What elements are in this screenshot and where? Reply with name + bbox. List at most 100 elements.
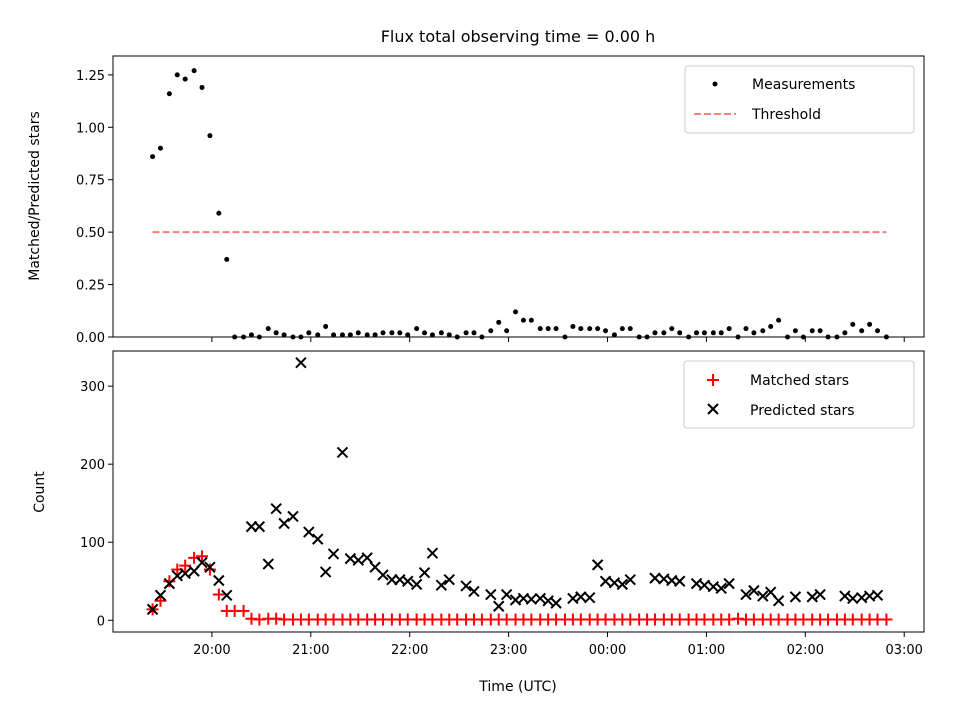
legend-marker-predicted	[707, 403, 719, 415]
predicted-stars-point	[327, 548, 340, 560]
x-tick-label: 03:00	[885, 643, 922, 658]
chart-title: Flux total observing time = 0.00 h	[381, 27, 656, 46]
top-panel: Flux total observing time = 0.00 h Match…	[27, 27, 925, 346]
predicted-stars-point	[871, 589, 884, 602]
predicted-stars-point	[287, 510, 299, 523]
predicted-stars-point	[814, 588, 826, 601]
top-y-axis: 0.00 0.25 0.50 0.75 1.00 1.25	[76, 69, 113, 346]
predicted-stars-point	[204, 561, 216, 573]
measurements-point	[537, 326, 543, 332]
top-legend-box	[684, 65, 915, 134]
matched-stars-point	[880, 613, 893, 626]
top-y-tick-label: 0.75	[76, 174, 105, 189]
measurements-point	[446, 332, 452, 338]
measurements-point	[570, 324, 576, 330]
measurements-point	[438, 330, 444, 336]
measurements-point	[513, 309, 519, 315]
measurements-point	[364, 332, 370, 338]
predicted-stars-point	[377, 569, 389, 581]
predicted-stars-point	[500, 588, 513, 601]
predicted-stars-point	[772, 595, 785, 607]
measurements-point	[248, 332, 254, 338]
predicted-stars-point	[303, 526, 315, 538]
legend-marker-matched	[707, 374, 719, 386]
measurements-point	[603, 328, 609, 334]
predicted-stars-point	[270, 502, 282, 515]
predicted-stars-point	[591, 559, 604, 571]
measurements-point	[760, 328, 766, 334]
predicted-stars-point	[525, 593, 538, 605]
predicted-stars-point	[806, 591, 818, 603]
measurements-point	[339, 332, 345, 338]
predicted-stars-point	[847, 592, 859, 605]
predicted-stars-point	[319, 566, 332, 578]
legend-label-matched: Matched stars	[750, 373, 849, 389]
bottom-y-tick-label: 300	[80, 380, 105, 395]
measurements-point	[652, 330, 658, 336]
measurements-point	[331, 332, 337, 338]
x-tick-label: 00:00	[589, 643, 626, 658]
predicted-stars-point	[171, 570, 183, 582]
measurements-point	[281, 332, 287, 338]
measurements-point	[553, 326, 559, 332]
measurements-point	[414, 326, 420, 332]
top-plot-frame	[112, 55, 925, 338]
measurements-point	[768, 324, 774, 330]
predicted-stars-point	[443, 573, 455, 586]
bottom-x-axis: 20:00 21:00 22:00 23:00 00:00 01:00 02:00 03:00	[193, 632, 923, 658]
predicted-stars-point	[599, 575, 612, 587]
matched-stars-point	[237, 604, 250, 617]
top-x-axis	[211, 337, 905, 342]
predicted-stars-point	[295, 357, 307, 369]
predicted-stars-point	[757, 590, 769, 602]
predicted-stars-point	[575, 591, 587, 603]
predicted-stars-point	[748, 584, 760, 597]
measurements-point	[488, 328, 494, 334]
top-legend: Measurements Threshold	[684, 65, 915, 134]
predicted-stars-point	[468, 585, 480, 598]
predicted-stars-point	[616, 578, 629, 591]
bottom-y-axis-label: Count	[32, 471, 48, 513]
measurements-point	[471, 330, 477, 336]
matched-stars-point	[154, 594, 167, 607]
measurements-point	[207, 133, 213, 139]
measurements-point	[429, 332, 435, 338]
matched-stars-point	[203, 563, 216, 576]
top-y-tick-label: 0.00	[76, 331, 105, 346]
measurements-point	[191, 68, 197, 74]
measurements-point	[627, 326, 633, 332]
predicted-stars-point	[435, 579, 448, 591]
predicted-stars-point	[493, 600, 505, 612]
bottom-legend: Matched stars Predicted stars	[683, 360, 915, 429]
predicted-stars-point	[542, 595, 554, 607]
bottom-legend-box	[683, 360, 915, 429]
top-y-tick-label: 1.25	[76, 69, 105, 84]
x-axis-label: Time (UTC)	[478, 679, 556, 695]
bottom-y-axis: 0 100 200 300	[80, 380, 113, 629]
bottom-y-tick-label: 200	[80, 458, 105, 473]
measurements-point	[817, 328, 823, 334]
predicted-stars-point	[698, 579, 711, 591]
predicted-stars-point	[418, 566, 431, 579]
predicted-stars-point	[410, 578, 423, 591]
measurements-point	[372, 332, 378, 338]
legend-marker-measurements	[712, 81, 718, 87]
measurements-point	[661, 330, 667, 336]
predicted-stars-point	[426, 547, 439, 559]
measurements-point	[669, 326, 675, 332]
predicted-stars-point	[402, 575, 414, 587]
measurements-point	[726, 326, 732, 332]
predicted-stars-point	[534, 592, 546, 605]
predicted-stars-point	[624, 573, 636, 586]
predicted-stars-point	[550, 597, 562, 609]
measurements-point	[677, 330, 683, 336]
predicted-stars-point	[221, 589, 233, 602]
predicted-stars-point	[361, 552, 373, 564]
measurements-point	[867, 321, 873, 327]
measurements-point	[587, 326, 593, 332]
measurements-point	[528, 317, 534, 323]
measurements-point	[751, 330, 757, 336]
bottom-y-tick-label: 0	[97, 614, 105, 629]
measurements-point	[389, 330, 395, 336]
legend-label-measurements: Measurements	[752, 77, 855, 93]
